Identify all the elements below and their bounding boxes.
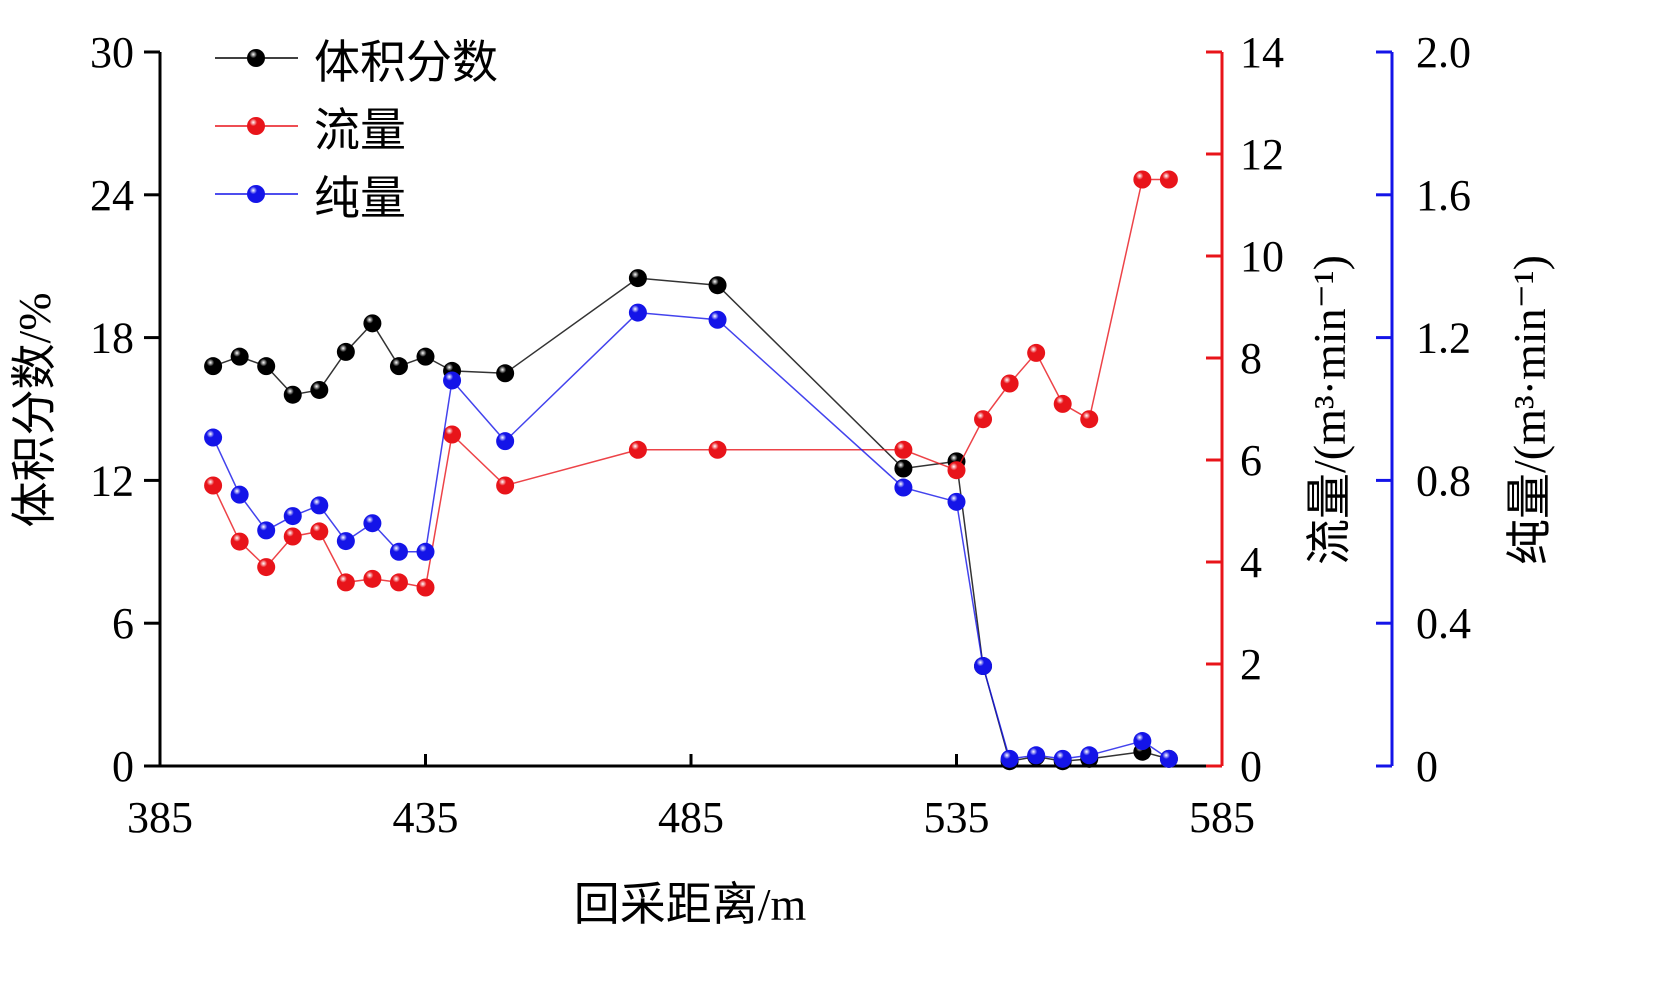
- legend-marker: [247, 117, 265, 135]
- data-point-2: [1133, 732, 1152, 751]
- data-point-1: [496, 476, 515, 495]
- data-point-2: [1159, 749, 1178, 768]
- data-point-0: [496, 364, 515, 383]
- legend-label: 流量: [314, 105, 406, 156]
- data-point-1: [416, 578, 435, 597]
- legend-marker: [247, 185, 265, 203]
- data-point-2: [310, 496, 329, 515]
- left-y-tick-label: 6: [112, 599, 134, 648]
- series-line-0: [212, 277, 1170, 763]
- data-point-0: [310, 380, 329, 399]
- x-tick-label: 435: [393, 793, 459, 842]
- data-point-1: [947, 461, 966, 480]
- data-point-1: [257, 558, 276, 577]
- data-point-1: [1159, 170, 1178, 189]
- red-y-tick-label: 14: [1240, 28, 1284, 77]
- left-y-tick-label: 12: [90, 456, 134, 505]
- blue-y-tick-label: 0.8: [1416, 456, 1471, 505]
- data-point-1: [389, 573, 408, 592]
- data-point-2: [389, 542, 408, 561]
- data-point-1: [708, 440, 727, 459]
- data-point-1: [974, 410, 993, 429]
- data-point-0: [363, 314, 382, 333]
- data-point-0: [389, 357, 408, 376]
- series-line-2: [212, 311, 1170, 760]
- data-point-0: [336, 342, 355, 361]
- red-y-tick-label: 10: [1240, 232, 1284, 281]
- data-point-2: [974, 657, 993, 676]
- blue-y-axis-label: 纯量/(m³·min⁻¹): [1504, 255, 1555, 565]
- red-y-tick-label: 4: [1240, 538, 1262, 587]
- data-point-0: [894, 459, 913, 478]
- x-tick-label: 535: [924, 793, 990, 842]
- data-point-2: [1027, 746, 1046, 765]
- data-point-2: [283, 507, 302, 526]
- data-point-2: [416, 542, 435, 561]
- data-point-0: [257, 357, 276, 376]
- x-tick-label: 585: [1189, 793, 1255, 842]
- data-point-0: [416, 347, 435, 366]
- data-point-1: [894, 440, 913, 459]
- red-y-tick-label: 0: [1240, 742, 1262, 791]
- x-tick-label: 385: [127, 793, 193, 842]
- data-point-1: [310, 522, 329, 541]
- data-point-2: [894, 478, 913, 497]
- data-point-2: [1080, 746, 1099, 765]
- red-y-axis-label: 流量/(m³·min⁻¹): [1304, 255, 1355, 565]
- data-point-0: [204, 357, 223, 376]
- data-point-2: [1000, 749, 1019, 768]
- data-point-1: [283, 527, 302, 546]
- legend-label: 体积分数: [314, 37, 498, 88]
- data-point-0: [708, 276, 727, 295]
- blue-y-tick-label: 1.2: [1416, 314, 1471, 363]
- data-point-1: [1053, 394, 1072, 413]
- blue-y-tick-label: 2.0: [1416, 28, 1471, 77]
- data-point-2: [336, 532, 355, 551]
- left-y-tick-label: 30: [90, 28, 134, 77]
- data-point-1: [230, 532, 249, 551]
- blue-y-tick-label: 1.6: [1416, 171, 1471, 220]
- data-point-2: [230, 485, 249, 504]
- red-y-tick-label: 12: [1240, 130, 1284, 179]
- data-point-2: [947, 492, 966, 511]
- data-point-1: [1133, 170, 1152, 189]
- x-axis-label: 回采距离/m: [574, 879, 807, 930]
- left-y-tick-label: 18: [90, 314, 134, 363]
- data-point-0: [230, 347, 249, 366]
- left-y-tick-label: 24: [90, 171, 134, 220]
- left-y-axis-label: 体积分数/%: [9, 292, 60, 527]
- red-y-tick-label: 8: [1240, 334, 1262, 383]
- red-y-tick-label: 2: [1240, 640, 1262, 689]
- data-point-1: [1000, 374, 1019, 393]
- data-point-2: [363, 514, 382, 533]
- left-y-tick-label: 0: [112, 742, 134, 791]
- blue-y-tick-label: 0: [1416, 742, 1438, 791]
- blue-y-tick-label: 0.4: [1416, 599, 1471, 648]
- legend-marker: [247, 49, 265, 67]
- data-point-2: [443, 371, 462, 390]
- data-point-2: [1053, 749, 1072, 768]
- data-point-1: [628, 440, 647, 459]
- data-point-0: [283, 385, 302, 404]
- data-point-2: [496, 432, 515, 451]
- data-point-1: [1027, 343, 1046, 362]
- data-point-2: [257, 521, 276, 540]
- data-point-2: [204, 428, 223, 447]
- data-point-1: [363, 569, 382, 588]
- data-point-1: [443, 425, 462, 444]
- red-y-tick-label: 6: [1240, 436, 1262, 485]
- data-point-1: [336, 573, 355, 592]
- x-tick-label: 485: [658, 793, 724, 842]
- legend-label: 纯量: [314, 173, 406, 224]
- data-point-1: [204, 476, 223, 495]
- data-point-1: [1080, 410, 1099, 429]
- data-point-0: [628, 269, 647, 288]
- data-point-2: [708, 310, 727, 329]
- data-point-2: [628, 303, 647, 322]
- series-line-1: [212, 178, 1169, 589]
